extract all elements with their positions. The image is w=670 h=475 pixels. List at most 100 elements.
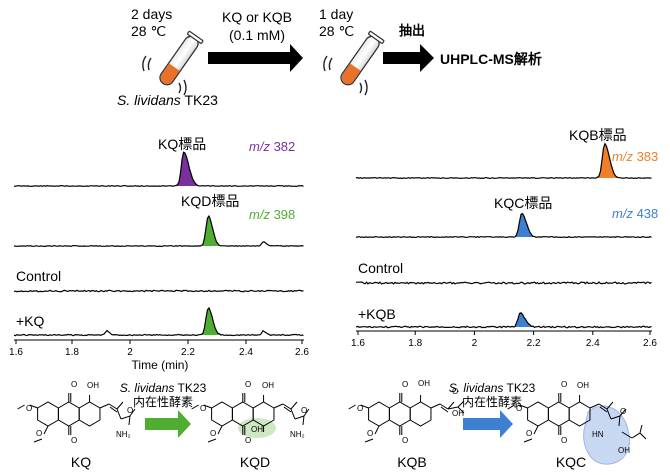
chain-bond (589, 403, 600, 409)
atom-label: O (245, 380, 251, 389)
test-tube-icon (340, 30, 385, 86)
carbonyl-bond (639, 424, 643, 434)
glycine-highlight (583, 405, 630, 465)
atom-label: O (36, 429, 42, 438)
arrow-right-icon (208, 44, 303, 72)
trace-kqb-standard (355, 142, 652, 180)
chain-bond (108, 403, 118, 410)
methoxy-bond (374, 425, 380, 435)
x-tick-label: 2.6 (643, 338, 657, 349)
chain-bond (99, 403, 110, 409)
atom-label: OH (577, 381, 589, 390)
methoxy-bond (17, 404, 25, 410)
atom-labels-kq: OH O O O O O NH₂ (26, 380, 133, 445)
arrow-right-icon (463, 410, 513, 438)
methoxy-bond (217, 425, 223, 435)
atom-label: OH (418, 379, 430, 388)
x-tick-label: 2.6 (295, 347, 309, 358)
enzyme-strain-right: S. lividans TK23 (449, 381, 536, 395)
shake-lines-icon (142, 55, 187, 96)
atom-label: O (452, 387, 458, 396)
right-traces (355, 142, 652, 329)
chain-bond (290, 408, 296, 420)
atom-label: OH (452, 409, 464, 418)
atom-label: O (26, 404, 32, 413)
mz-label-383: m/z 383 (612, 149, 658, 164)
step2-time: 1 day (319, 6, 353, 22)
atom-labels-kqc: OH O O O O HN O OH (516, 380, 630, 455)
x-tick-label: 2.4 (586, 338, 600, 349)
x-tick-label: 1.6 (351, 338, 365, 349)
arrow-right-icon (383, 44, 434, 72)
peak-fill (597, 144, 619, 178)
chain-bond (606, 401, 614, 410)
atom-label: NH₂ (116, 430, 131, 439)
chain-bond (618, 415, 621, 427)
atom-label: NH₂ (290, 430, 305, 439)
atom-label: O (127, 406, 133, 415)
methoxy-bond (348, 404, 356, 410)
chain-bond (116, 408, 122, 420)
carbonyl-bond (457, 400, 465, 408)
atom-label: O (402, 436, 408, 445)
workflow: 2 days 28 ℃ S. lividans TK23 KQ or KQB (… (117, 6, 542, 108)
strain-label: S. lividans TK23 (117, 92, 218, 108)
peak-fill (513, 313, 535, 327)
trace-label-control: Control (358, 260, 403, 276)
ring (547, 401, 570, 427)
chain-bond (120, 415, 131, 420)
mz-label-398: m/z 398 (249, 207, 295, 222)
atom-label: HN (592, 430, 604, 439)
step1-time: 2 days (131, 6, 172, 22)
compound-name-kq: KQ (71, 454, 91, 470)
carbonyl-bond (619, 408, 627, 417)
step1-temp: 28 ℃ (131, 23, 166, 39)
x-tick-label: 2.4 (239, 347, 253, 358)
chain-bond (439, 403, 449, 410)
atom-label: O (301, 406, 307, 415)
trace-label-kqd-standard: KQD標品 (181, 193, 239, 209)
peak-fill (201, 216, 221, 246)
ring (78, 401, 101, 427)
x-tick-label: 2 (472, 338, 478, 349)
chain-bond (283, 406, 292, 413)
structure-kqb (348, 393, 465, 443)
ring (37, 401, 59, 427)
trace-label-control: Control (16, 268, 61, 284)
shake-lines-icon (323, 55, 368, 96)
chain-bond (430, 403, 441, 409)
structure-kqd (191, 393, 310, 443)
left-traces (13, 151, 304, 337)
methoxy-bond (360, 404, 369, 409)
x-tick-label: 1.8 (65, 347, 79, 358)
chain-bond (621, 431, 633, 439)
compound-name-kqc: KQC (556, 454, 586, 470)
atom-label: O (526, 429, 532, 438)
chain-bond (294, 415, 305, 420)
chain-bond (639, 432, 647, 440)
x-tick-label: 1.6 (9, 347, 23, 358)
methoxy-bond (29, 404, 38, 409)
atom-label: O (561, 380, 567, 389)
x-tick-label: 2.2 (527, 338, 541, 349)
mz-label-438: m/z 438 (612, 206, 658, 221)
left-labels: KQ標品 m/z 382 KQD標品 m/z 398 Control +KQ (16, 136, 295, 329)
chain-bond (302, 415, 305, 426)
carbonyl-bond (129, 408, 136, 417)
enzyme-strain-left: S. lividans TK23 (120, 381, 207, 395)
methoxy-bond (533, 425, 539, 435)
trace-kq-standard (13, 151, 304, 188)
chain-bond (282, 403, 292, 410)
atom-label: O (402, 380, 408, 389)
atom-label: OH (618, 446, 630, 455)
structure-kqc (507, 393, 647, 443)
right-chromatogram-panel: KQB標品 m/z 383 KQC標品 m/z 438 Control +KQB… (351, 127, 658, 349)
compound-name-kqb: KQB (397, 454, 427, 470)
atom-label: O (71, 380, 77, 389)
chain-bond (109, 406, 118, 413)
x-tick-label: 2.2 (181, 347, 195, 358)
atom-label: O (200, 404, 206, 413)
trace-label-plus-kq: +KQ (16, 313, 45, 329)
peak-fill (514, 213, 535, 237)
trace-plus-kqb (355, 312, 652, 329)
